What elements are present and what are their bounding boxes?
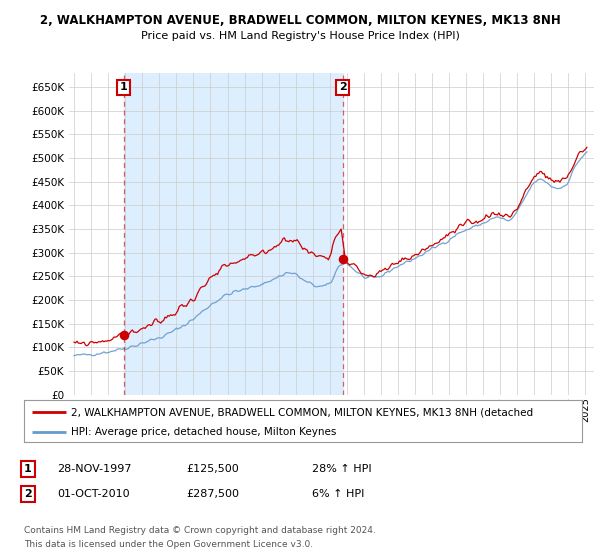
Text: Price paid vs. HM Land Registry's House Price Index (HPI): Price paid vs. HM Land Registry's House … (140, 31, 460, 41)
Text: 6% ↑ HPI: 6% ↑ HPI (312, 489, 364, 499)
Text: 2, WALKHAMPTON AVENUE, BRADWELL COMMON, MILTON KEYNES, MK13 8NH: 2, WALKHAMPTON AVENUE, BRADWELL COMMON, … (40, 14, 560, 27)
Text: 28-NOV-1997: 28-NOV-1997 (57, 464, 131, 474)
Text: 01-OCT-2010: 01-OCT-2010 (57, 489, 130, 499)
Text: HPI: Average price, detached house, Milton Keynes: HPI: Average price, detached house, Milt… (71, 427, 337, 437)
Bar (124, 73, 343, 395)
Text: £287,500: £287,500 (186, 489, 239, 499)
Text: 2, WALKHAMPTON AVENUE, BRADWELL COMMON, MILTON KEYNES, MK13 8NH (detached: 2, WALKHAMPTON AVENUE, BRADWELL COMMON, … (71, 407, 533, 417)
Text: £125,500: £125,500 (186, 464, 239, 474)
Text: 28% ↑ HPI: 28% ↑ HPI (312, 464, 371, 474)
Text: 2: 2 (339, 82, 346, 92)
Text: 2: 2 (24, 489, 32, 499)
Text: 1: 1 (24, 464, 32, 474)
Text: This data is licensed under the Open Government Licence v3.0.: This data is licensed under the Open Gov… (24, 540, 313, 549)
Text: Contains HM Land Registry data © Crown copyright and database right 2024.: Contains HM Land Registry data © Crown c… (24, 526, 376, 535)
Text: 1: 1 (119, 82, 127, 92)
Point (338, 254, 347, 263)
Point (119, 331, 128, 340)
